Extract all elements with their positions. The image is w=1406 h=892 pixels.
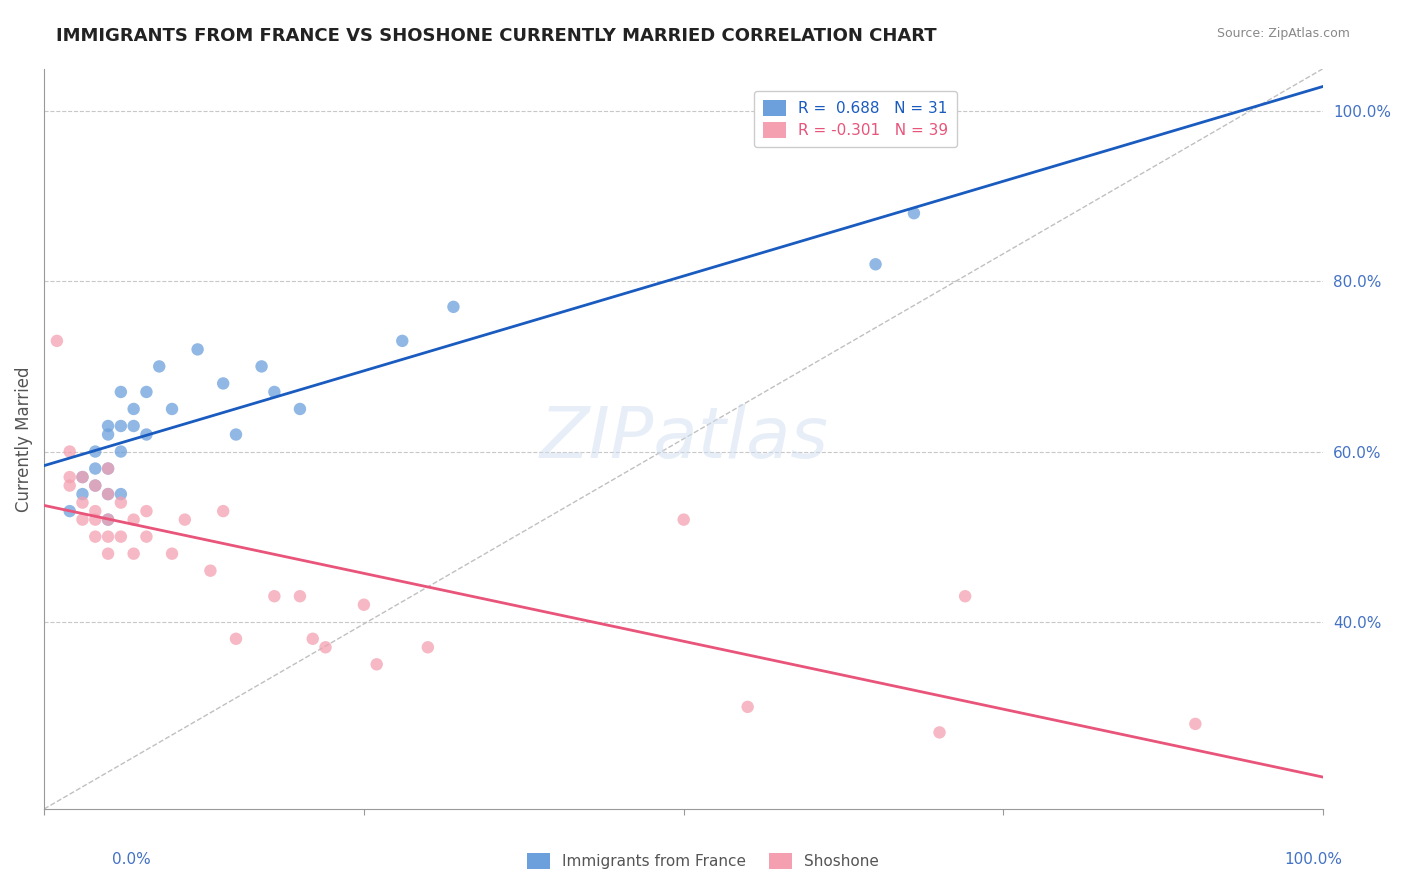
Point xyxy=(315,640,337,655)
Point xyxy=(122,401,145,416)
Point xyxy=(225,632,247,646)
Point xyxy=(288,401,311,416)
Point xyxy=(250,359,273,374)
Point xyxy=(1184,717,1206,731)
Point xyxy=(200,564,222,578)
Point xyxy=(97,487,120,501)
Point xyxy=(263,384,285,399)
Point xyxy=(97,419,120,434)
Point xyxy=(135,530,157,544)
Point xyxy=(110,419,132,434)
Y-axis label: Currently Married: Currently Married xyxy=(15,366,32,511)
Point xyxy=(84,478,107,492)
Point xyxy=(110,384,132,399)
Point xyxy=(135,504,157,518)
Point xyxy=(59,504,82,518)
Point xyxy=(72,513,94,527)
Text: 0.0%: 0.0% xyxy=(112,852,152,867)
Point xyxy=(72,487,94,501)
Point xyxy=(865,257,887,271)
Point xyxy=(953,589,976,603)
Point xyxy=(84,504,107,518)
Point xyxy=(110,530,132,544)
Point xyxy=(135,384,157,399)
Point xyxy=(72,495,94,509)
Point xyxy=(288,589,311,603)
Point xyxy=(135,427,157,442)
Point xyxy=(353,598,375,612)
Point xyxy=(97,461,120,475)
Point xyxy=(59,470,82,484)
Point xyxy=(110,444,132,458)
Point xyxy=(97,513,120,527)
Point xyxy=(173,513,195,527)
Point xyxy=(59,444,82,458)
Point xyxy=(45,334,67,348)
Point xyxy=(84,444,107,458)
Point xyxy=(160,401,183,416)
Point xyxy=(391,334,413,348)
Point xyxy=(416,640,439,655)
Legend: R =  0.688   N = 31, R = -0.301   N = 39: R = 0.688 N = 31, R = -0.301 N = 39 xyxy=(754,91,957,147)
Point xyxy=(110,487,132,501)
Text: IMMIGRANTS FROM FRANCE VS SHOSHONE CURRENTLY MARRIED CORRELATION CHART: IMMIGRANTS FROM FRANCE VS SHOSHONE CURRE… xyxy=(56,27,936,45)
Point xyxy=(97,530,120,544)
Point xyxy=(97,461,120,475)
Point xyxy=(72,470,94,484)
Point xyxy=(122,547,145,561)
Point xyxy=(110,495,132,509)
Point xyxy=(84,513,107,527)
Point xyxy=(187,343,209,357)
Point xyxy=(301,632,323,646)
Text: ZIPatlas: ZIPatlas xyxy=(538,404,828,474)
Point xyxy=(84,530,107,544)
Point xyxy=(97,513,120,527)
Point xyxy=(212,376,235,391)
Point xyxy=(84,461,107,475)
Point xyxy=(737,699,759,714)
Point xyxy=(122,419,145,434)
Legend: Immigrants from France, Shoshone: Immigrants from France, Shoshone xyxy=(520,847,886,875)
Point xyxy=(443,300,465,314)
Point xyxy=(84,478,107,492)
Point xyxy=(225,427,247,442)
Point xyxy=(672,513,695,527)
Point xyxy=(903,206,925,220)
Text: 100.0%: 100.0% xyxy=(1285,852,1343,867)
Text: Source: ZipAtlas.com: Source: ZipAtlas.com xyxy=(1216,27,1350,40)
Point xyxy=(59,478,82,492)
Point xyxy=(97,427,120,442)
Point xyxy=(263,589,285,603)
Point xyxy=(148,359,170,374)
Point xyxy=(366,657,388,672)
Point xyxy=(97,547,120,561)
Point xyxy=(212,504,235,518)
Point xyxy=(160,547,183,561)
Point xyxy=(928,725,950,739)
Point xyxy=(122,513,145,527)
Point xyxy=(72,470,94,484)
Point xyxy=(97,487,120,501)
